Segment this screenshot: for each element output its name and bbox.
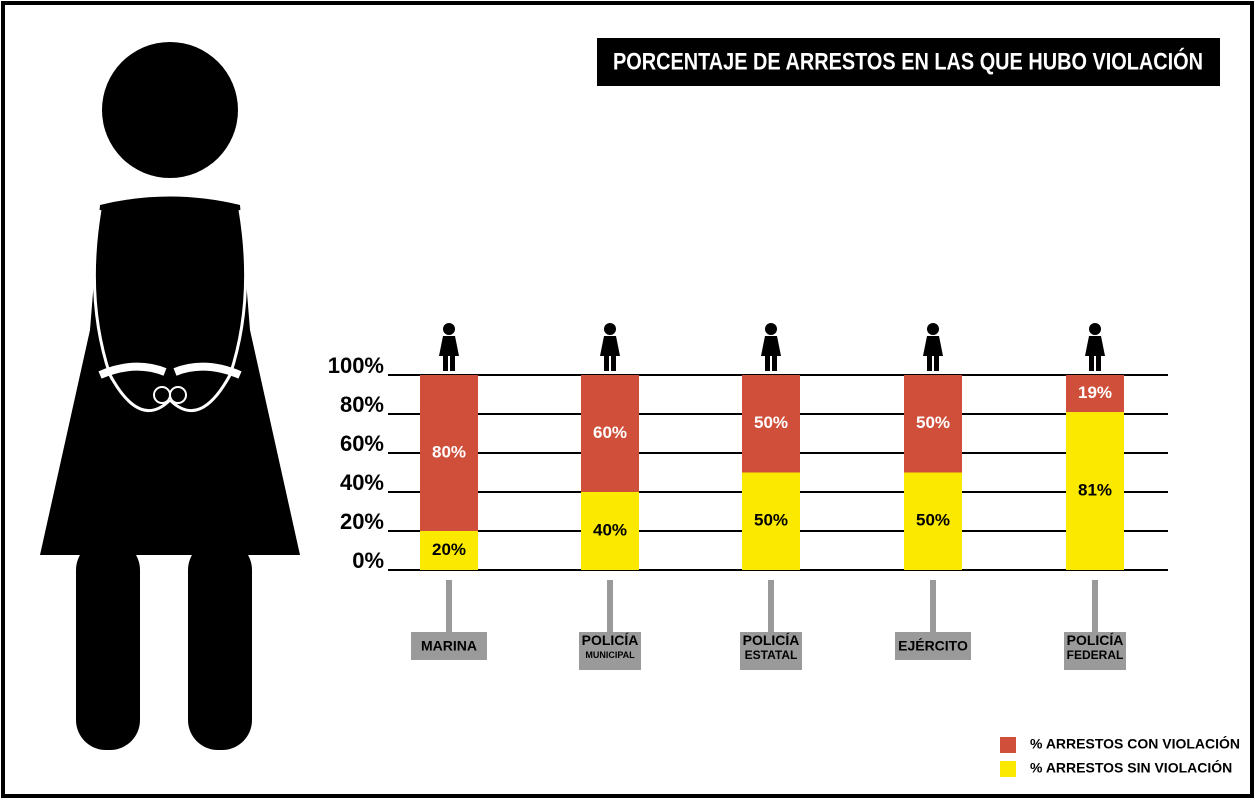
figure-leg xyxy=(604,353,609,371)
figure-body xyxy=(600,336,620,356)
figure-leg xyxy=(1089,353,1094,371)
category-box xyxy=(740,632,802,670)
legend-swatch xyxy=(1000,737,1016,753)
figure-leg xyxy=(611,353,616,371)
category-label: EJÉRCITO xyxy=(898,638,968,654)
figure-leg xyxy=(765,353,770,371)
category-box xyxy=(411,632,487,660)
bar-segment xyxy=(904,472,962,570)
category-stem xyxy=(446,580,452,632)
value-label: 80% xyxy=(432,442,466,461)
category-stem xyxy=(768,580,774,632)
figure-body xyxy=(1085,336,1105,356)
category-box xyxy=(1064,632,1126,670)
figure-body xyxy=(923,336,943,356)
category-stem xyxy=(1092,580,1098,632)
category-label: MARINA xyxy=(421,638,477,654)
figure-leg xyxy=(772,353,777,371)
figure-head xyxy=(765,323,777,335)
figure-icon xyxy=(761,323,781,371)
value-label: 50% xyxy=(754,413,788,432)
figure-icon xyxy=(600,323,620,371)
bar-segment xyxy=(1066,375,1124,413)
value-label: 50% xyxy=(916,413,950,432)
category-stem xyxy=(930,580,936,632)
figure-icon xyxy=(439,323,459,371)
bar-segment xyxy=(742,472,800,570)
figure-leg xyxy=(934,353,939,371)
value-label: 19% xyxy=(1078,383,1112,402)
figure-leg xyxy=(450,353,455,371)
chart-title: PORCENTAJE DE ARRESTOS EN LAS QUE HUBO V… xyxy=(613,47,1203,75)
figure-head xyxy=(604,323,616,335)
figure-leg xyxy=(443,353,448,371)
y-tick-label: 40% xyxy=(340,470,384,495)
figure-head xyxy=(443,323,455,335)
value-label: 81% xyxy=(1078,481,1112,500)
legend-label: % ARRESTOS CON VIOLACIÓN xyxy=(1030,735,1240,752)
bar-segment xyxy=(581,492,639,570)
bar-segment xyxy=(904,375,962,473)
value-label: 20% xyxy=(432,540,466,559)
figure-leg xyxy=(927,353,932,371)
woman-illustration xyxy=(40,42,300,750)
y-tick-label: 0% xyxy=(352,548,384,573)
figure-body xyxy=(439,336,459,356)
value-label: 50% xyxy=(754,511,788,530)
y-tick-label: 20% xyxy=(340,509,384,534)
bar-segment xyxy=(420,531,478,570)
y-tick-label: 100% xyxy=(328,353,384,378)
category-box xyxy=(579,632,641,670)
value-label: 50% xyxy=(916,511,950,530)
bar-segment xyxy=(581,375,639,492)
figure-head xyxy=(1089,323,1101,335)
bar-segment xyxy=(742,375,800,473)
figure-icon xyxy=(1085,323,1105,371)
bar-segment xyxy=(1066,412,1124,570)
figure-body xyxy=(761,336,781,356)
legend-swatch xyxy=(1000,761,1016,777)
category-box xyxy=(895,632,971,660)
category-label: POLICÍA FEDERAL xyxy=(1067,632,1124,662)
figure-head xyxy=(927,323,939,335)
category-label: POLICÍA ESTATAL xyxy=(743,632,800,662)
y-tick-label: 80% xyxy=(340,392,384,417)
legend-label: % ARRESTOS SIN VIOLACIÓN xyxy=(1030,759,1232,776)
y-tick-label: 60% xyxy=(340,431,384,456)
value-label: 60% xyxy=(593,423,627,442)
category-label: POLICÍA MUNICIPAL xyxy=(582,632,639,661)
title-box xyxy=(597,38,1220,86)
figure-leg xyxy=(1096,353,1101,371)
figure-icon xyxy=(923,323,943,371)
value-label: 40% xyxy=(593,520,627,539)
category-stem xyxy=(607,580,613,632)
bar-segment xyxy=(420,375,478,531)
